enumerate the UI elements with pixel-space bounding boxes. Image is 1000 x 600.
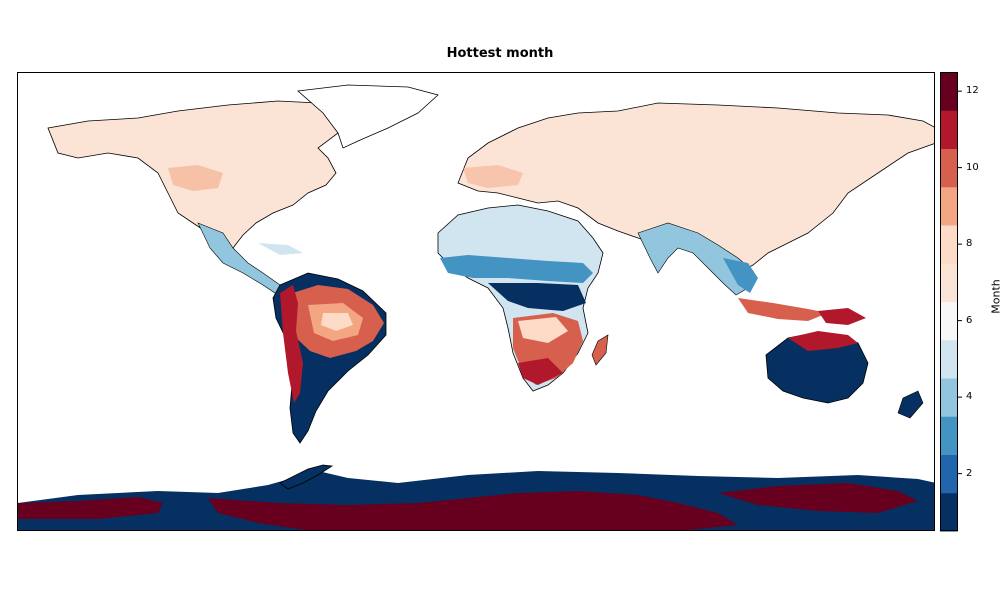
region-amazon-center — [321, 313, 353, 331]
region-africa-south-light — [518, 317, 568, 343]
region-africa-sahel — [440, 255, 593, 283]
region-australia-north-red — [788, 331, 858, 351]
colorbar-label: Month — [989, 279, 1000, 314]
madagascar — [591, 334, 609, 366]
region-antarctica-central-red — [208, 491, 738, 530]
region-caribbean — [258, 243, 303, 255]
region-southeast-asia — [723, 258, 758, 293]
colorbar-tick: 4 — [966, 391, 973, 403]
region-indonesia-warm — [738, 298, 828, 321]
colorbar-segment-12 — [940, 72, 958, 111]
region-antarctica-west-red — [18, 497, 163, 519]
region-europe-warm — [463, 165, 523, 188]
colorbar-segment-4 — [940, 378, 958, 417]
region-eurasia — [457, 102, 934, 274]
colorbar-border — [940, 72, 958, 531]
region-new-guinea — [818, 308, 866, 325]
colorbar-tick: 8 — [966, 238, 973, 250]
colorbar-segment-11 — [940, 110, 958, 149]
colorbar-segment-7 — [940, 263, 958, 302]
region-antarctica-east-red — [718, 483, 918, 513]
region-andes-red — [280, 285, 303, 403]
colorbar-segment-3 — [940, 416, 958, 455]
greenland — [297, 84, 439, 149]
colorbar-segment-2 — [940, 454, 958, 494]
region-south-asia — [637, 222, 754, 296]
colorbar-tick: 10 — [966, 161, 979, 173]
colorbar-segment-5 — [940, 339, 958, 379]
colorbar-tick: 2 — [966, 467, 973, 479]
world-map — [18, 84, 934, 530]
map-title: Hottest month — [446, 46, 554, 61]
region-africa-equatorial — [488, 283, 586, 311]
region-north-america-west-warm — [168, 165, 223, 191]
map-panel[interactable] — [17, 72, 935, 531]
colorbar-segment-8 — [940, 225, 958, 264]
colorbar-segment-6 — [940, 301, 958, 341]
colorbar-segment-9 — [940, 186, 958, 226]
new-zealand — [897, 390, 924, 419]
colorbar-tick: 6 — [966, 314, 973, 326]
colorbar — [940, 72, 962, 532]
colorbar-segment-10 — [940, 148, 958, 188]
colorbar-segment-1 — [940, 492, 958, 532]
antarctic-peninsula — [279, 464, 334, 490]
colorbar-tick: 12 — [966, 85, 979, 97]
region-africa-cape-red — [518, 358, 563, 385]
